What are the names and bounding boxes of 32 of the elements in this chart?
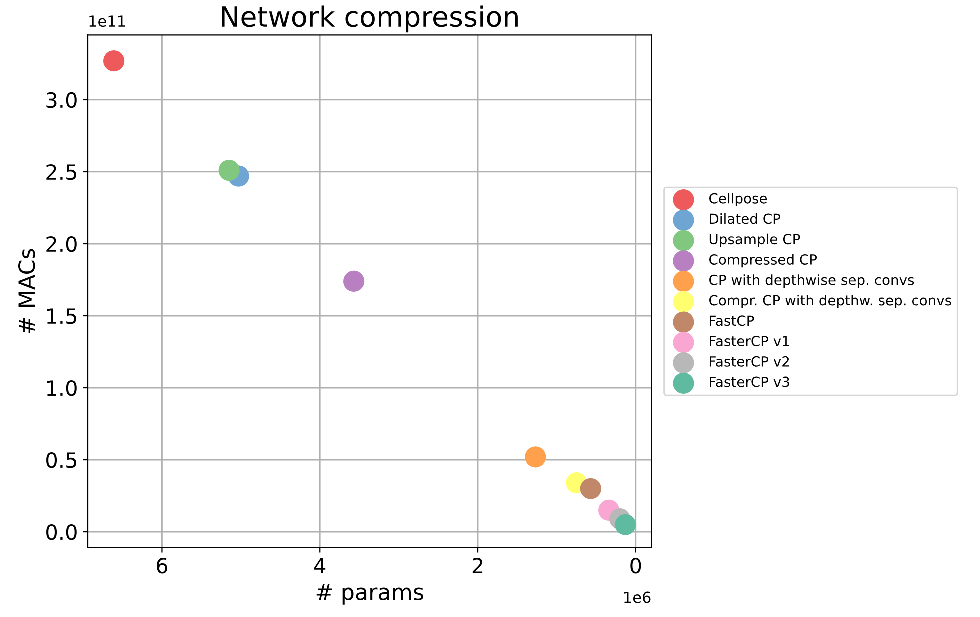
text: 1e6 (624, 592, 651, 604)
x-tick-label: 4 (314, 558, 326, 574)
y-tick-label: 0.5 (46, 452, 76, 468)
legend-label: Upsample CP (710, 234, 800, 248)
legend-label: Cellpose (710, 193, 768, 207)
legend-label: Compressed CP (710, 254, 818, 268)
x-axis-title: # params (316, 584, 424, 605)
point (525, 446, 546, 468)
x-tick-label: 2 (472, 558, 483, 574)
y-axis-title: # MACs (18, 249, 36, 334)
y-tick-label: 1.0 (47, 380, 77, 396)
text: 1e11 (90, 16, 126, 28)
legend-label: FastCP (710, 316, 754, 326)
legend-label: FasterCP v2 (710, 356, 790, 367)
y-tick-label: 1.5 (47, 308, 76, 324)
point (615, 514, 636, 536)
point (104, 50, 125, 72)
y-tick-label: 2.0 (46, 236, 77, 252)
legend-label: Dilated CP (710, 213, 780, 224)
legend-label: CP with depthwise sep. convs (710, 274, 914, 288)
legend-label: Compr. CP with depthw. sep. convs (710, 295, 952, 308)
point (344, 270, 365, 292)
legend-label: FasterCP v1 (710, 336, 790, 347)
chart-title: Network compression (222, 6, 518, 33)
point (218, 160, 240, 182)
point (580, 478, 602, 500)
y-tick-label: 0.0 (46, 524, 77, 540)
y-tick-label: 3.0 (46, 92, 77, 108)
legend-label: FasterCP v3 (710, 376, 790, 388)
x-tick-label: 6 (157, 558, 168, 574)
y-tick-label: 2.5 (46, 164, 76, 180)
x-tick-label: 0 (630, 558, 642, 574)
